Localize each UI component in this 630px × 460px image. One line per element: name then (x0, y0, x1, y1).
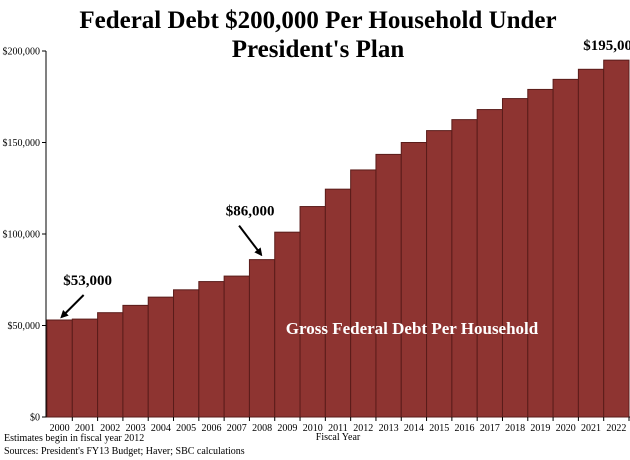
bar (552, 78, 579, 418)
x-tick-label: 2012 (353, 423, 373, 434)
bar (122, 304, 149, 418)
bar (603, 59, 630, 418)
x-tick-label: 2019 (530, 423, 550, 434)
annotation-arrow (60, 294, 85, 319)
x-tick-label: 2003 (126, 423, 146, 434)
bar (274, 231, 301, 418)
x-tick-label: 2018 (505, 423, 525, 434)
x-tick-label: 2014 (404, 423, 424, 434)
bar (223, 275, 250, 418)
bar (350, 169, 377, 418)
x-tick-label: 2022 (606, 423, 626, 434)
bar (527, 88, 554, 418)
bar (400, 142, 428, 418)
annotations: $53,000 $86,000 $195,000 (60, 38, 630, 319)
x-tick-label: 2015 (429, 423, 449, 434)
x-axis: 2000 2001 2002 2003 2004 2005 2006 2007 2008 2009… (50, 417, 630, 434)
bar (198, 281, 225, 418)
bar (501, 98, 529, 418)
note-sources: Sources: President's FY13 Budget; Haver;… (4, 446, 245, 457)
bar (248, 259, 276, 418)
y-tick-label: $0 (30, 413, 40, 424)
annotation-arrow (238, 225, 263, 257)
chart-title-line1: Federal Debt $200,000 Per Household Unde… (79, 7, 556, 34)
y-tick-label: $100,000 (3, 230, 41, 241)
x-tick-label: 2000 (50, 423, 70, 434)
x-tick-label: 2010 (303, 423, 323, 434)
x-tick-label: 2001 (75, 423, 95, 434)
bar (71, 318, 99, 418)
bar (97, 312, 124, 418)
annotation-label: $86,000 (226, 204, 275, 220)
annotation-label: $53,000 (63, 273, 112, 289)
x-tick-label: 2008 (252, 423, 272, 434)
x-tick-label: 2007 (227, 423, 247, 434)
x-tick-label: 2016 (455, 423, 475, 434)
series-label: Gross Federal Debt Per Household (286, 319, 539, 338)
y-tick-label: $200,000 (3, 47, 41, 58)
chart-title-line2: President's Plan (232, 36, 405, 63)
bar (577, 68, 605, 418)
bar (147, 296, 175, 418)
bar (324, 188, 352, 418)
bars (46, 59, 630, 418)
x-tick-label: 2017 (480, 423, 500, 434)
x-tick-label: 2005 (176, 423, 196, 434)
annotation-label: $195,000 (583, 38, 630, 54)
y-tick-label: $150,000 (3, 138, 41, 149)
bar (173, 289, 200, 418)
x-tick-label: 2011 (328, 423, 348, 434)
x-tick-label: 2004 (151, 423, 171, 434)
y-tick-label: $50,000 (8, 321, 41, 332)
bar (426, 130, 453, 418)
x-tick-label: 2020 (556, 423, 576, 434)
bar (299, 206, 326, 418)
bar (46, 319, 73, 418)
x-tick-label: 2013 (379, 423, 399, 434)
bar (451, 119, 478, 418)
x-tick-label: 2006 (201, 423, 221, 434)
x-axis-label: Fiscal Year (316, 432, 361, 443)
bar (476, 109, 503, 418)
x-tick-label: 2002 (100, 423, 120, 434)
bar (375, 153, 402, 418)
note-estimates: Estimates begin in fiscal year 2012 (4, 433, 144, 444)
x-tick-label: 2009 (277, 423, 297, 434)
x-tick-label: 2021 (581, 423, 601, 434)
